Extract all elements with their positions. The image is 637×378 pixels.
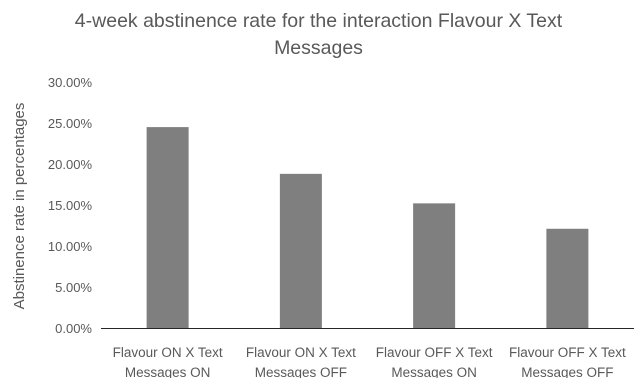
bar: [279, 173, 322, 328]
x-tick-label: Flavour ON X Text Messages OFF: [246, 345, 356, 378]
x-tick-label: Flavour OFF X Text Messages ON: [376, 345, 493, 378]
y-tick-label: 15.00%: [48, 198, 93, 213]
y-tick-label: 10.00%: [48, 239, 93, 254]
x-tick-label-line: Messages ON: [391, 365, 477, 378]
y-tick-label: 30.00%: [48, 75, 93, 90]
x-tick-label-line: Messages ON: [125, 365, 211, 378]
x-tick-label-line: Flavour ON X Text: [113, 345, 223, 360]
x-tick-label-line: Flavour ON X Text: [246, 345, 356, 360]
x-tick-label: Flavour ON X Text Messages ON: [113, 345, 223, 378]
y-tick-labels: 0.00% 5.00% 10.00% 15.00% 20.00% 25.00% 30.00%: [48, 75, 93, 336]
y-axis-title: Abstinence rate in percentages: [11, 103, 28, 310]
chart-title: 4-week abstinence rate for the interacti…: [74, 10, 563, 59]
bars: [146, 127, 589, 328]
bar: [413, 203, 456, 328]
y-tick-label: 5.00%: [55, 280, 92, 295]
y-tick-label: 25.00%: [48, 116, 93, 131]
x-tick-label-line: Flavour OFF X Text: [376, 345, 493, 360]
x-tick-label: Flavour OFF X Text Messages OFF: [509, 345, 626, 378]
y-tick-label: 20.00%: [48, 157, 93, 172]
x-tick-label-line: Messages OFF: [255, 365, 347, 378]
y-tick-label: 0.00%: [55, 321, 92, 336]
bar: [146, 127, 189, 328]
x-tick-label-line: Messages OFF: [521, 365, 613, 378]
x-tick-label-line: Flavour OFF X Text: [509, 345, 626, 360]
y-axis-title-group: Abstinence rate in percentages: [11, 103, 28, 310]
bar: [546, 228, 589, 328]
